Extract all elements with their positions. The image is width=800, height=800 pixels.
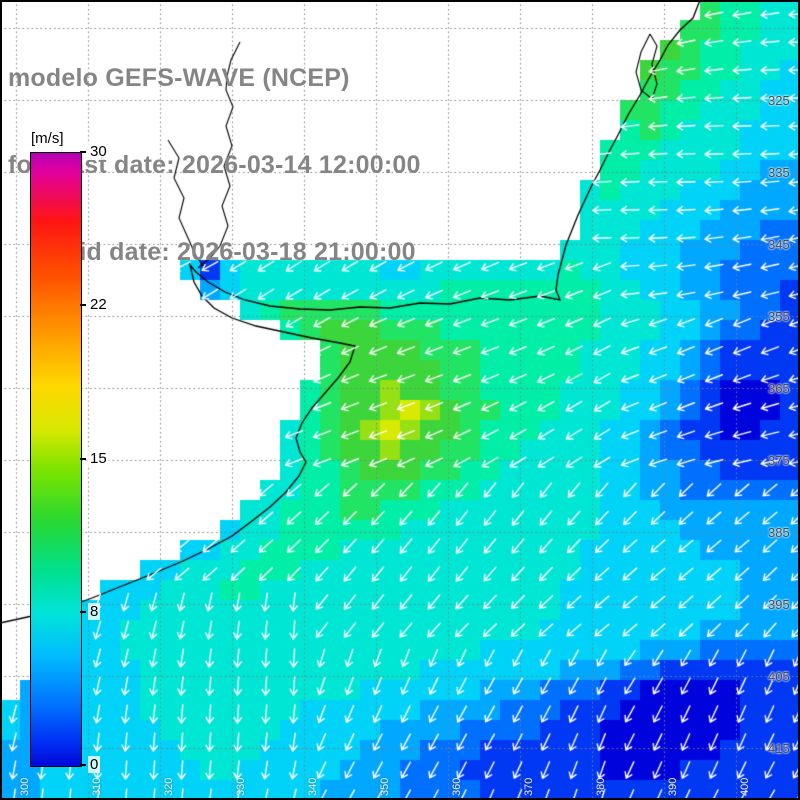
colorbar-tick-mark — [80, 458, 86, 460]
right-axis-label: 415 — [768, 741, 790, 756]
bottom-axis-label: 360 — [451, 777, 463, 796]
right-axis-label: 355 — [768, 309, 790, 324]
right-axis-label: 405 — [768, 669, 790, 684]
colorbar-tick-mark — [80, 764, 86, 766]
bottom-axis-label: 320 — [163, 777, 175, 796]
colorbar-tick-label: 15 — [88, 450, 109, 467]
bottom-axis-label: 330 — [235, 777, 247, 796]
bottom-axis-label: 370 — [523, 777, 535, 796]
colorbar-tick-label: 8 — [88, 603, 101, 620]
colorbar-unit-label: [m/s] — [29, 130, 66, 147]
right-axis-label: 345 — [768, 237, 790, 252]
bottom-axis-label: 350 — [379, 777, 391, 796]
model-title: modelo GEFS-WAVE (NCEP) — [8, 64, 350, 92]
right-axis-label: 395 — [768, 597, 790, 612]
bottom-axis-label: 380 — [595, 777, 607, 796]
colorbar-gradient — [30, 152, 82, 767]
right-axis-label: 375 — [768, 453, 790, 468]
colorbar-tick-label: 0 — [88, 756, 101, 773]
right-axis-label: 335 — [768, 165, 790, 180]
colorbar-tick-label: 22 — [88, 296, 109, 313]
right-axis-label: 325 — [768, 93, 790, 108]
colorbar-tick-mark — [80, 611, 86, 613]
bottom-axis-label: 340 — [307, 777, 319, 796]
right-axis-label: 385 — [768, 525, 790, 540]
colorbar-tick-mark — [80, 304, 86, 306]
bottom-axis-label: 310 — [91, 777, 103, 796]
bottom-axis-label: 390 — [667, 777, 679, 796]
colorbar-tick-mark — [80, 151, 86, 153]
bottom-axis-label: 300 — [19, 777, 31, 796]
right-axis-label: 365 — [768, 381, 790, 396]
colorbar-tick-label: 30 — [88, 143, 109, 160]
bottom-axis-label: 400 — [739, 777, 751, 796]
